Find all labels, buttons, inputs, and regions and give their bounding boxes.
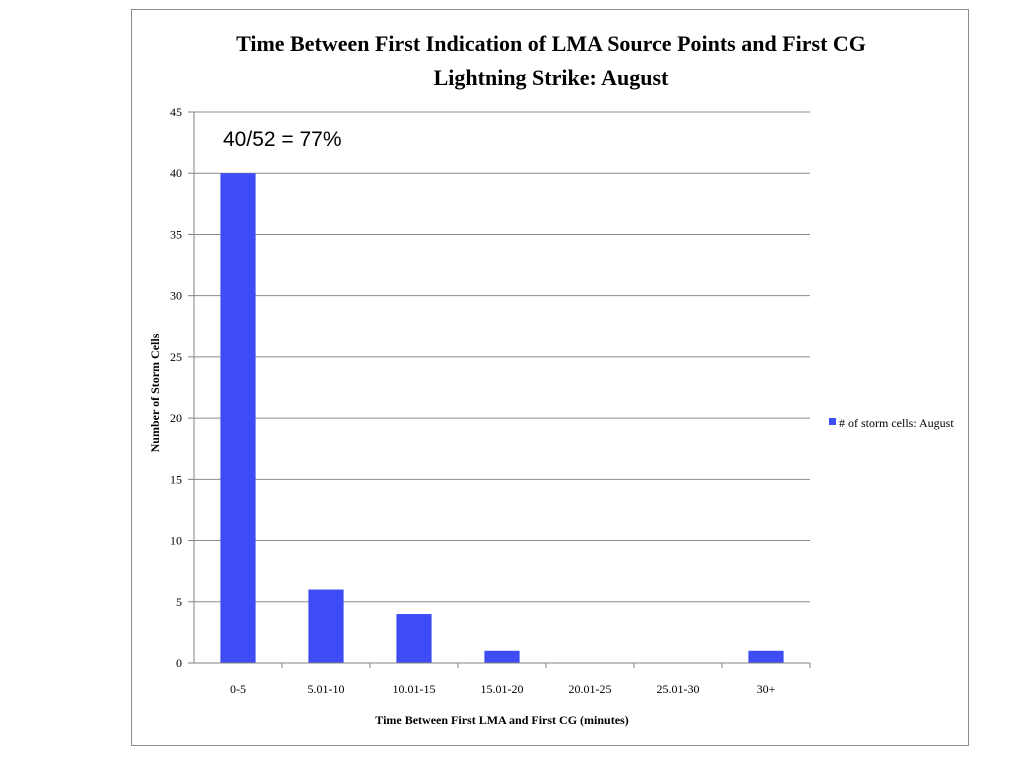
y-tick-label: 15 — [170, 472, 182, 486]
grid-lines — [194, 111, 810, 664]
legend: # of storm cells: August — [829, 416, 954, 430]
y-tick-label: 10 — [170, 534, 182, 548]
y-tick-label: 40 — [170, 166, 182, 180]
x-tick-label: 10.01-15 — [393, 682, 436, 696]
x-tick-labels: 0-5 5.01-10 10.01-15 15.01-20 20.01-25 25.01-… — [230, 663, 811, 696]
chart-title-line-1: Time Between First Indication of LMA Sou… — [236, 31, 866, 56]
x-tick-label: 25.01-30 — [657, 682, 700, 696]
y-tick-label: 5 — [176, 595, 182, 609]
y-tick-labels: 0 5 10 15 20 25 30 35 40 45 — [170, 105, 194, 670]
bar-0-5 — [220, 173, 256, 663]
y-tick-label: 35 — [170, 227, 182, 241]
x-tick-label: 30+ — [757, 682, 776, 696]
y-axis-title: Number of Storm Cells — [148, 333, 162, 452]
x-tick-label: 15.01-20 — [481, 682, 524, 696]
bar-5.01-10 — [308, 589, 344, 663]
y-tick-label: 25 — [170, 350, 182, 364]
legend-swatch — [829, 418, 836, 425]
x-tick-label: 0-5 — [230, 682, 246, 696]
bar-15.01-20 — [484, 650, 520, 663]
y-tick-label: 30 — [170, 289, 182, 303]
chart-title-line-2: Lightning Strike: August — [434, 65, 669, 90]
percentage-annotation: 40/52 = 77% — [223, 128, 342, 151]
legend-label: # of storm cells: August — [839, 416, 954, 430]
bar-chart: Time Between First Indication of LMA Sou… — [148, 31, 954, 727]
y-tick-label: 20 — [170, 411, 182, 425]
bar-10.01-15 — [396, 614, 432, 663]
x-axis-title: Time Between First LMA and First CG (min… — [375, 713, 628, 727]
x-tick-label: 5.01-10 — [308, 682, 345, 696]
x-tick-label: 20.01-25 — [569, 682, 612, 696]
y-tick-label: 0 — [176, 656, 182, 670]
bars — [220, 173, 784, 663]
chart-frame: Time Between First Indication of LMA Sou… — [131, 9, 969, 746]
bar-30+ — [748, 650, 784, 663]
y-tick-label: 45 — [170, 105, 182, 119]
